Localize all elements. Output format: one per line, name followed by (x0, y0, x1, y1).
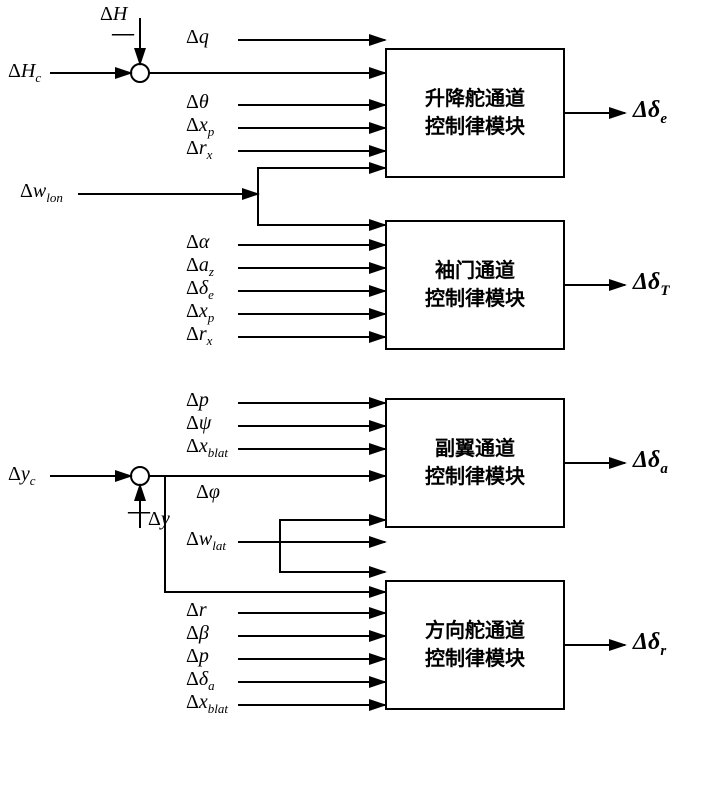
control-block-b4: 方向舵通道控制律模块 (385, 580, 565, 710)
signal-label: ΔH (100, 3, 127, 26)
signal-label: Δwlat (186, 528, 226, 554)
signal-label: Δp (186, 389, 209, 412)
output-label: Δδr (633, 629, 666, 660)
control-block-b1: 升降舵通道控制律模块 (385, 48, 565, 178)
minus-sign: — (128, 498, 150, 524)
block-line1: 袖门通道 (425, 257, 525, 285)
signal-label: Δrx (186, 137, 212, 163)
signal-label: Δψ (186, 412, 211, 435)
signal-label: Δp (186, 645, 209, 668)
output-label: ΔδT (633, 269, 670, 300)
signal-label: Δyc (8, 463, 36, 489)
output-label: Δδa (633, 447, 668, 478)
signal-label: Δα (186, 231, 209, 254)
control-block-b3: 副翼通道控制律模块 (385, 398, 565, 528)
block-line1: 副翼通道 (425, 435, 525, 463)
signal-label: Δθ (186, 91, 209, 114)
signal-label: Δwlon (20, 180, 63, 206)
block-line2: 控制律模块 (425, 645, 525, 673)
block-line1: 方向舵通道 (425, 617, 525, 645)
signal-label: Δxblat (186, 435, 228, 461)
signal-label: ΔHc (8, 60, 41, 86)
signal-label: Δy (148, 508, 170, 531)
block-line1: 升降舵通道 (425, 85, 525, 113)
signal-label: Δxblat (186, 691, 228, 717)
block-line2: 控制律模块 (425, 463, 525, 491)
block-line2: 控制律模块 (425, 285, 525, 313)
output-label: Δδe (633, 97, 667, 128)
signal-label: Δq (186, 26, 209, 49)
signal-label: Δrx (186, 323, 212, 349)
diagram-canvas (0, 0, 721, 800)
control-block-b2: 袖门通道控制律模块 (385, 220, 565, 350)
block-line2: 控制律模块 (425, 113, 525, 141)
signal-label: Δβ (186, 622, 209, 645)
signal-label: Δφ (196, 481, 220, 504)
signal-label: Δr (186, 599, 207, 622)
